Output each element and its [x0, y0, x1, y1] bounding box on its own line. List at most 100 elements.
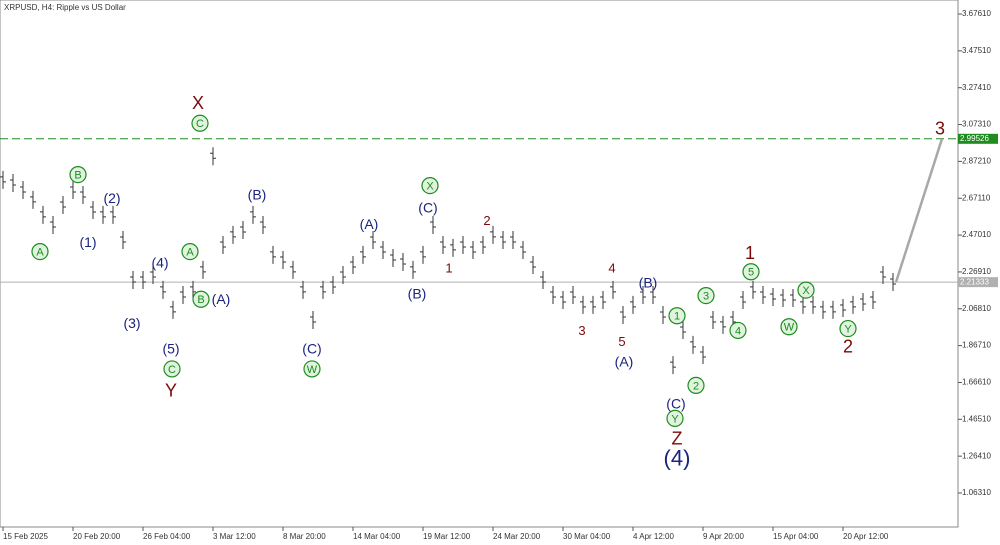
- wave-label: 2: [843, 337, 853, 357]
- label-circle: [303, 360, 321, 378]
- wave-label: (5): [162, 340, 179, 356]
- price-tag: [958, 277, 998, 288]
- x-tick-label: 8 Mar 20:00: [283, 532, 326, 541]
- wave-label: C: [196, 118, 204, 130]
- wave-label: C: [168, 364, 176, 376]
- price-bar: [630, 295, 636, 314]
- price-bar: [720, 315, 726, 334]
- y-tick-label: 1.66610: [962, 378, 991, 387]
- price-bar: [750, 280, 756, 299]
- price-bar: [800, 295, 806, 314]
- wave-label: B: [197, 294, 204, 306]
- price-bar: [90, 200, 96, 219]
- x-tick-label: 14 Mar 04:00: [353, 532, 401, 541]
- price-bar: [560, 290, 566, 309]
- wave-label: 3: [935, 119, 945, 139]
- wave-label: (B): [639, 274, 658, 290]
- wave-label: Y: [844, 323, 852, 335]
- x-tick-label: 15 Feb 2025: [3, 532, 48, 541]
- price-bar: [430, 216, 436, 235]
- x-tick-label: 24 Mar 20:00: [493, 532, 541, 541]
- wave-label: (A): [212, 291, 231, 307]
- wave-label: (1): [79, 234, 96, 250]
- y-tick-label: 3.47510: [962, 46, 991, 55]
- price-bar: [700, 345, 706, 364]
- price-bar: [170, 300, 176, 319]
- price-bar: [210, 147, 216, 166]
- y-tick-label: 3.67610: [962, 9, 991, 18]
- price-bar: [290, 260, 296, 279]
- price-bar: [480, 235, 486, 254]
- y-tick-label: 1.86710: [962, 341, 991, 350]
- price-bar: [220, 235, 226, 254]
- label-circle: [163, 360, 181, 378]
- wave-label: (B): [248, 186, 267, 202]
- price-bar: [890, 273, 896, 292]
- wave-label: 2: [693, 380, 699, 392]
- price-bar: [150, 266, 156, 285]
- price-bar: [110, 205, 116, 224]
- price-bar: [760, 286, 766, 305]
- price-bar: [790, 288, 796, 307]
- price-bar: [680, 321, 686, 340]
- price-bar: [520, 240, 526, 259]
- price-bar: [160, 280, 166, 299]
- wave-label: (A): [615, 353, 634, 369]
- price-bar: [240, 220, 246, 239]
- price-bar: [590, 295, 596, 314]
- price-bar: [620, 306, 626, 325]
- price-bar: [330, 275, 336, 294]
- price-bar: [880, 266, 886, 285]
- price-bar: [250, 205, 256, 224]
- y-tick-label: 2.87210: [962, 156, 991, 165]
- price-bar: [70, 181, 76, 200]
- wave-label: 3: [703, 290, 709, 302]
- chart-title: XRPUSD, H4: Ripple vs US Dollar: [4, 3, 126, 12]
- price-bar: [100, 205, 106, 224]
- price-tag-label: 2.99526: [960, 134, 989, 143]
- price-bar: [670, 356, 676, 375]
- label-circle: [697, 286, 715, 305]
- price-bar: [270, 245, 276, 264]
- wave-label: 3: [578, 323, 585, 338]
- y-tick-label: 1.06310: [962, 488, 991, 497]
- price-bar: [860, 293, 866, 312]
- x-tick-label: 30 Mar 04:00: [563, 532, 611, 541]
- price-bar: [120, 231, 126, 250]
- plot-frame: [0, 0, 959, 528]
- wave-label: 5: [618, 334, 625, 349]
- wave-label: W: [307, 364, 318, 376]
- price-bar: [60, 196, 66, 215]
- price-bar: [580, 295, 586, 314]
- price-bar: [230, 225, 236, 244]
- price-bar: [850, 295, 856, 314]
- wave-label: (3): [123, 315, 140, 331]
- price-bar: [80, 185, 86, 204]
- x-tick-label: 20 Apr 12:00: [843, 532, 889, 541]
- price-bar: [140, 271, 146, 290]
- price-bar: [770, 288, 776, 307]
- price-bar: [40, 205, 46, 224]
- wave-label: (C): [302, 340, 321, 356]
- price-bar: [370, 231, 376, 250]
- wave-label: Y: [671, 413, 679, 425]
- price-bar: [200, 260, 206, 279]
- wave-label: B: [74, 170, 81, 182]
- wave-label: 4: [735, 325, 741, 337]
- price-bar: [350, 255, 356, 274]
- price-bar: [20, 181, 26, 200]
- y-tick-label: 3.07310: [962, 120, 991, 129]
- label-circle: [421, 177, 439, 195]
- wave-label: X: [802, 285, 810, 297]
- price-bar: [530, 255, 536, 274]
- wave-label: (C): [666, 395, 685, 411]
- price-bar: [440, 235, 446, 254]
- price-bar: [450, 238, 456, 257]
- wave-label: (4): [151, 254, 168, 270]
- price-bar: [510, 231, 516, 250]
- price-bar: [410, 260, 416, 279]
- label-circle: [797, 281, 815, 299]
- label-circle: [839, 319, 857, 338]
- price-bar: [0, 170, 6, 189]
